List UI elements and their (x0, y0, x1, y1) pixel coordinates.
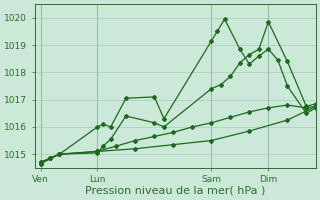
X-axis label: Pression niveau de la mer( hPa ): Pression niveau de la mer( hPa ) (85, 186, 266, 196)
